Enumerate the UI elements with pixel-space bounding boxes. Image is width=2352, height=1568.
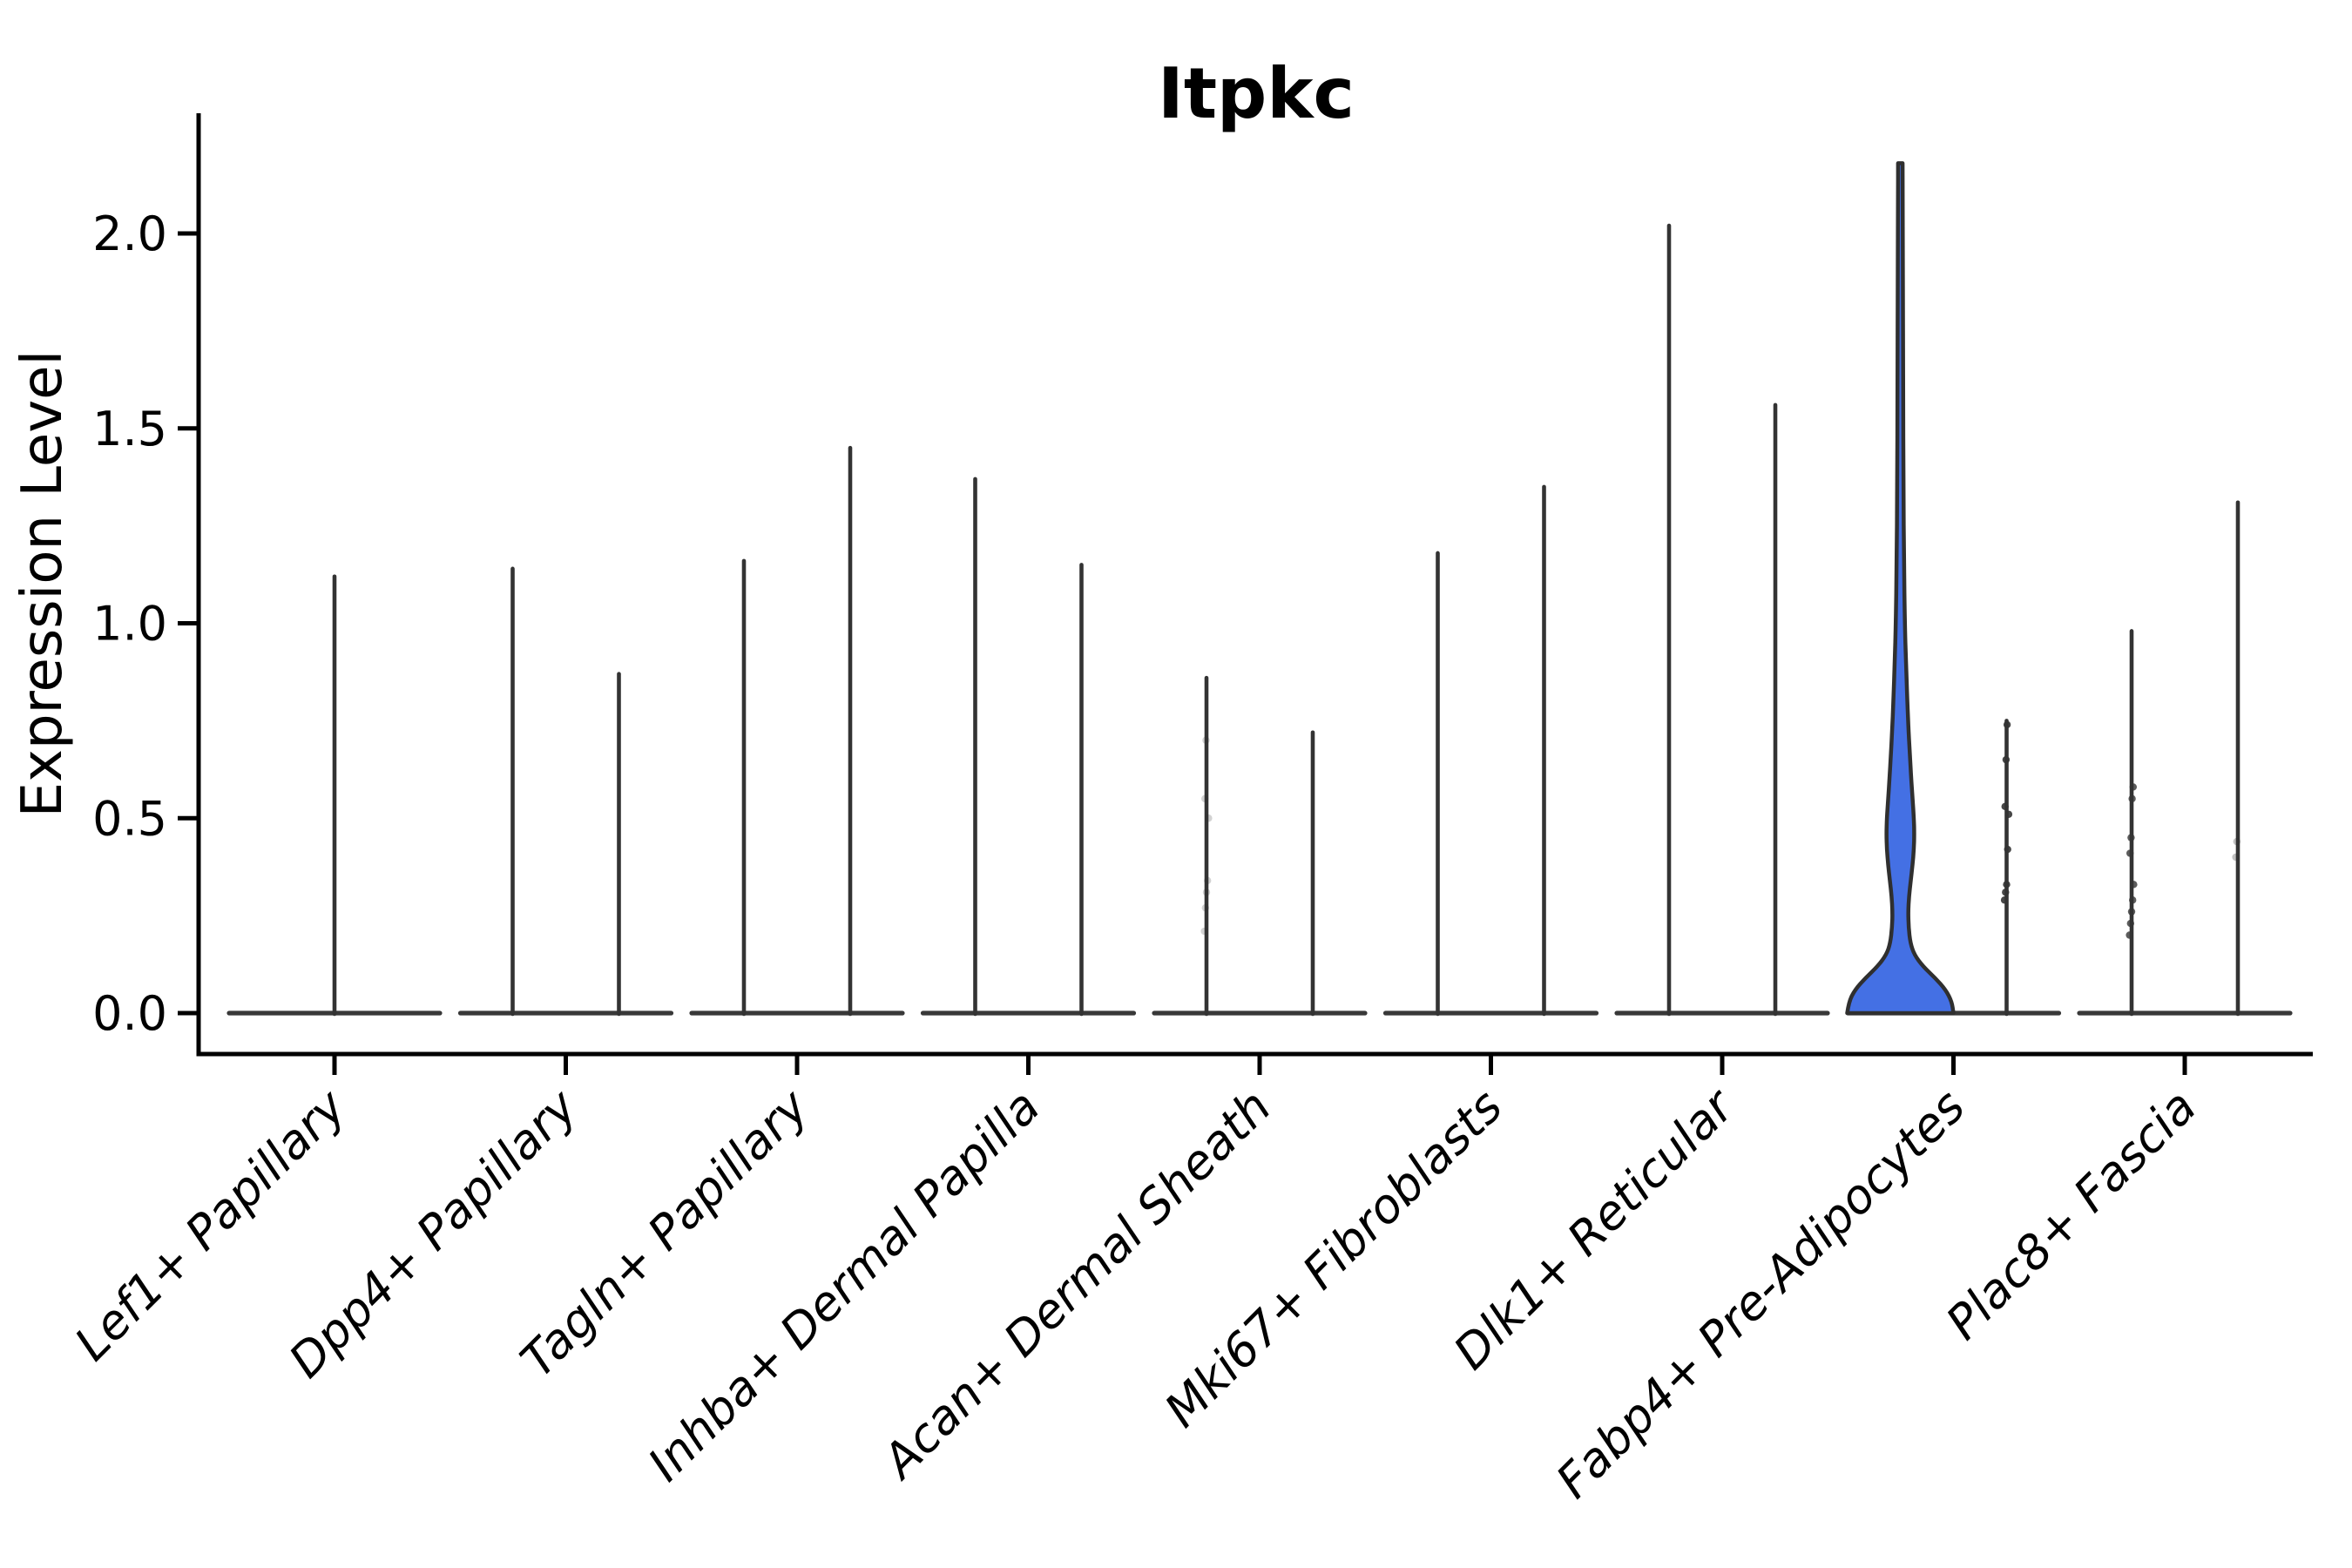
y-tick-label: 2.0: [92, 206, 167, 261]
expression-point: [2126, 931, 2133, 939]
expression-point: [2126, 849, 2134, 857]
y-axis-label: Expression Level: [10, 350, 75, 818]
expression-point: [2001, 802, 2009, 811]
violin-filled: [1845, 161, 1956, 1016]
category-label: Fabp4+ Pre-Adipocytes: [1545, 1079, 1975, 1509]
category-label: Inhba+ Dermal Papilla: [638, 1079, 1051, 1492]
expression-point: [1200, 927, 1208, 936]
expression-point: [2233, 837, 2240, 846]
expression-point: [2129, 896, 2137, 904]
expression-point: [2126, 919, 2134, 928]
y-tick-label: 1.0: [92, 597, 167, 652]
point-layer: [1200, 720, 2240, 939]
category-label: Acan+ Dermal Sheath: [870, 1079, 1281, 1490]
expression-point: [2130, 881, 2138, 889]
expression-point: [2004, 845, 2011, 854]
axes-layer: [178, 113, 2313, 1075]
expression-point: [1202, 736, 1210, 744]
violin-layer: [332, 161, 2240, 1017]
expression-point: [2129, 783, 2137, 791]
expression-point: [1201, 794, 1209, 803]
category-label: Plac8+ Fascia: [1936, 1079, 2207, 1350]
expression-point: [1201, 903, 1210, 912]
y-tick-label: 0.0: [92, 986, 167, 1041]
expression-point: [2003, 720, 2011, 729]
chart-title: Itpkc: [1158, 53, 1355, 134]
expression-point: [2002, 889, 2010, 896]
expression-point: [2003, 881, 2011, 889]
expression-point: [2127, 908, 2136, 916]
expression-point: [2128, 794, 2136, 803]
expression-point: [2232, 853, 2240, 862]
expression-point: [1202, 889, 1211, 896]
expression-point: [1204, 876, 1212, 885]
expression-point: [2000, 896, 2009, 904]
expression-point: [1205, 814, 1213, 822]
y-tick-label: 1.5: [92, 402, 167, 456]
expression-point: [2004, 810, 2013, 818]
y-tick-label: 0.5: [92, 791, 167, 846]
expression-point: [2127, 834, 2135, 841]
expression-point: [2002, 755, 2011, 764]
